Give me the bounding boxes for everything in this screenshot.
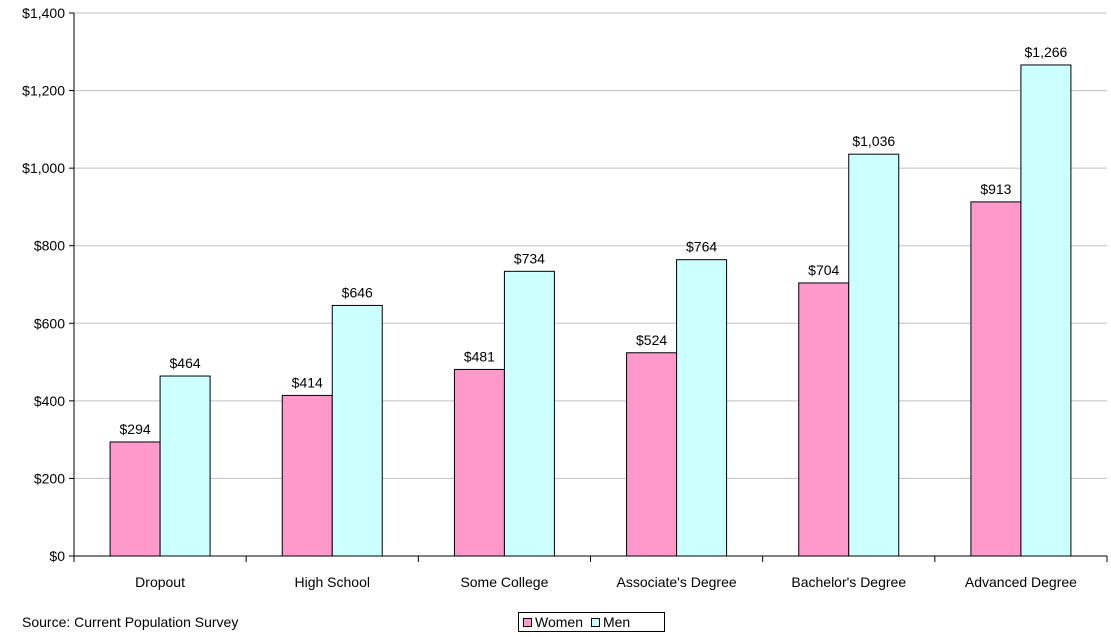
data-label: $524: [636, 332, 667, 348]
legend-label-men: Men: [602, 614, 631, 630]
legend-item-women: Women: [523, 614, 583, 630]
data-label: $1,266: [1025, 44, 1068, 60]
y-tick-label: $400: [34, 393, 65, 409]
x-tick-label: High School: [295, 574, 371, 590]
axes: $0 $200 $400 $600 $800 $1,000 $1,200 $1,400 Drop…: [22, 5, 1108, 590]
y-tick-label: $0: [49, 548, 65, 564]
bar-men: [503, 270, 555, 557]
y-tick-label: $1,400: [22, 5, 65, 21]
data-label: $646: [342, 284, 373, 300]
y-tick-label: $600: [34, 315, 65, 331]
data-label: $481: [464, 348, 495, 364]
legend: Women Men: [518, 612, 665, 632]
source-note: Source: Current Population Survey: [22, 614, 239, 630]
y-tick-label: $800: [34, 238, 65, 254]
bar-women: [453, 368, 505, 557]
bar-men: [331, 304, 383, 557]
x-tick-label: Advanced Degree: [965, 574, 1077, 590]
bars: [109, 64, 1072, 557]
data-labels: $294 $464 $414 $646 $481 $734 $524 $764 $704 $1,0…: [120, 44, 1068, 437]
bar-men: [848, 153, 900, 557]
bar-women: [109, 441, 161, 557]
data-label: $1,036: [852, 133, 895, 149]
y-tick-label: $200: [34, 470, 65, 486]
legend-swatch-women: [523, 617, 532, 627]
bar-women: [626, 352, 678, 557]
data-label: $764: [686, 239, 717, 255]
data-label: $294: [120, 421, 151, 437]
x-tick-label: Associate's Degree: [616, 574, 736, 590]
x-tick-label: Dropout: [135, 574, 185, 590]
x-tick-label: Bachelor's Degree: [791, 574, 906, 590]
data-label: $913: [980, 181, 1011, 197]
legend-label-women: Women: [535, 614, 583, 630]
bar-men: [159, 375, 211, 557]
y-tick-label: $1,200: [22, 83, 65, 99]
bar-women: [281, 394, 333, 557]
bar-women: [970, 201, 1022, 557]
data-label: $414: [292, 374, 323, 390]
data-label: $704: [808, 262, 839, 278]
gridlines: [74, 12, 1107, 479]
x-tick-label: Some College: [460, 574, 548, 590]
bar-men: [676, 259, 728, 557]
data-label: $464: [170, 355, 201, 371]
data-label: $734: [514, 250, 545, 266]
y-tick-label: $1,000: [22, 160, 65, 176]
bar-men: [1020, 64, 1072, 557]
legend-item-men: Men: [590, 614, 631, 630]
bar-women: [798, 282, 850, 557]
legend-swatch-men: [590, 617, 600, 627]
